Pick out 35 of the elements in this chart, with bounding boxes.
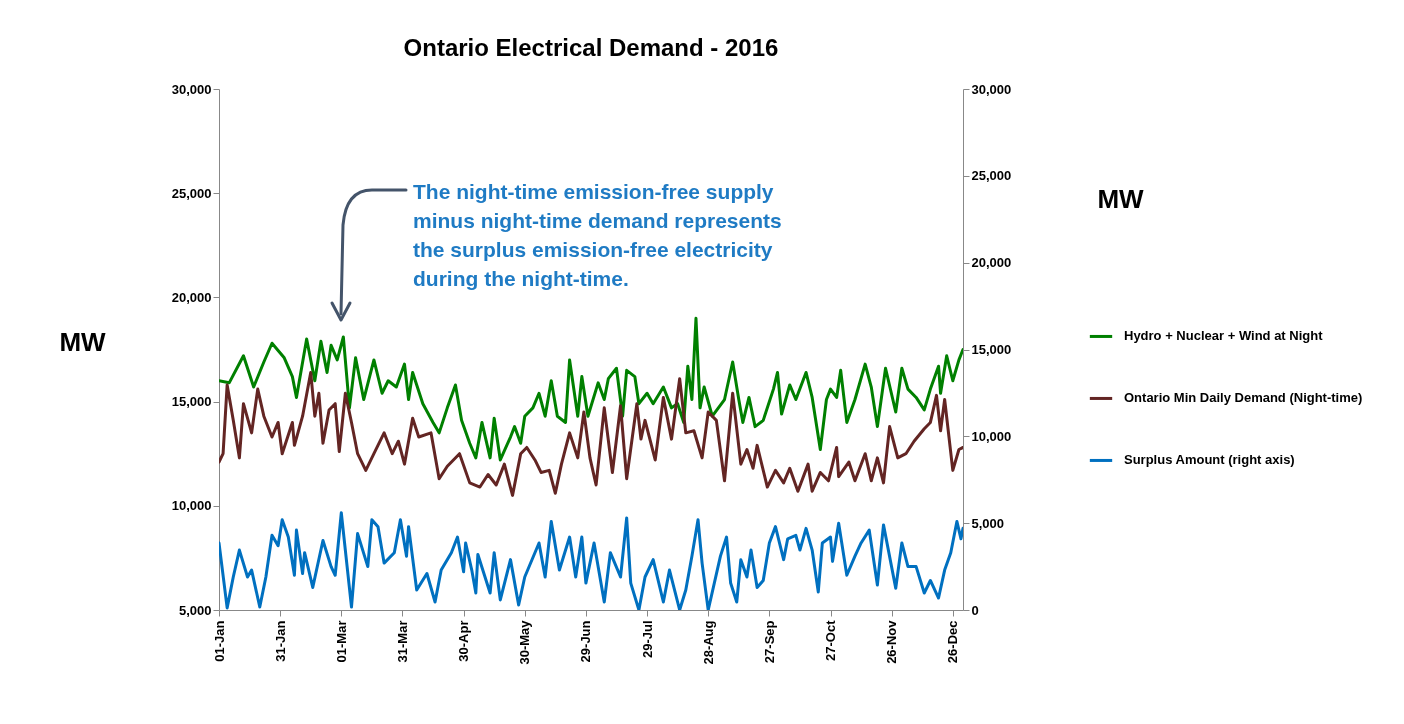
x-tick-label: 26-Dec — [945, 620, 961, 664]
y-tick-label: 30,000 — [171, 81, 212, 97]
x-tick-label: 01-Mar — [333, 620, 349, 663]
x-tick-label: 31-Jan — [272, 620, 288, 662]
x-tick-label: 31-Mar — [394, 620, 410, 663]
y-axis-title: MW — [59, 326, 107, 357]
y2-tick-label: 0 — [971, 602, 979, 618]
y-tick-label: 20,000 — [171, 289, 212, 305]
legend-label: Ontario Min Daily Demand (Night-time) — [1124, 390, 1363, 406]
y2-axis-title: MW — [1097, 183, 1145, 214]
y-tick-label: 5,000 — [178, 602, 212, 618]
x-tick-label: 29-Jul — [639, 620, 655, 659]
x-tick-label: 29-Jun — [578, 620, 594, 663]
x-tick-label: 26-Nov — [884, 619, 900, 664]
y2-tick-label: 20,000 — [971, 255, 1012, 271]
x-tick-label: 30-May — [517, 619, 533, 665]
chart-title: Ontario Electrical Demand - 2016 — [403, 34, 779, 61]
annotation: The night-time emission-free supply minus night-time demand represents the surplus emission-free electricity during the night-time. — [413, 180, 782, 290]
y2-tick-label: 5,000 — [971, 515, 1005, 531]
y-tick-label: 15,000 — [171, 394, 212, 410]
y-tick-label: 25,000 — [171, 185, 212, 201]
x-tick-label: 27-Sep — [761, 620, 777, 664]
x-tick-label: 30-Apr — [456, 620, 472, 662]
y2-tick-label: 10,000 — [971, 428, 1012, 444]
line-series — [219, 370, 963, 497]
x-tick-label: 27-Oct — [823, 619, 839, 661]
y-tick-label: 10,000 — [171, 498, 212, 514]
x-tick-label: 01-Jan — [211, 620, 227, 662]
y2-tick-label: 15,000 — [971, 342, 1012, 357]
y2-tick-label: 30,000 — [971, 81, 1012, 97]
line-series — [219, 316, 963, 462]
x-tick-label: 28-Aug — [700, 620, 716, 665]
legend-label: Hydro + Nuclear + Wind at Night — [1124, 328, 1324, 344]
y2-tick-label: 25,000 — [971, 168, 1012, 184]
legend-label: Surplus Amount (right axis) — [1124, 452, 1295, 468]
